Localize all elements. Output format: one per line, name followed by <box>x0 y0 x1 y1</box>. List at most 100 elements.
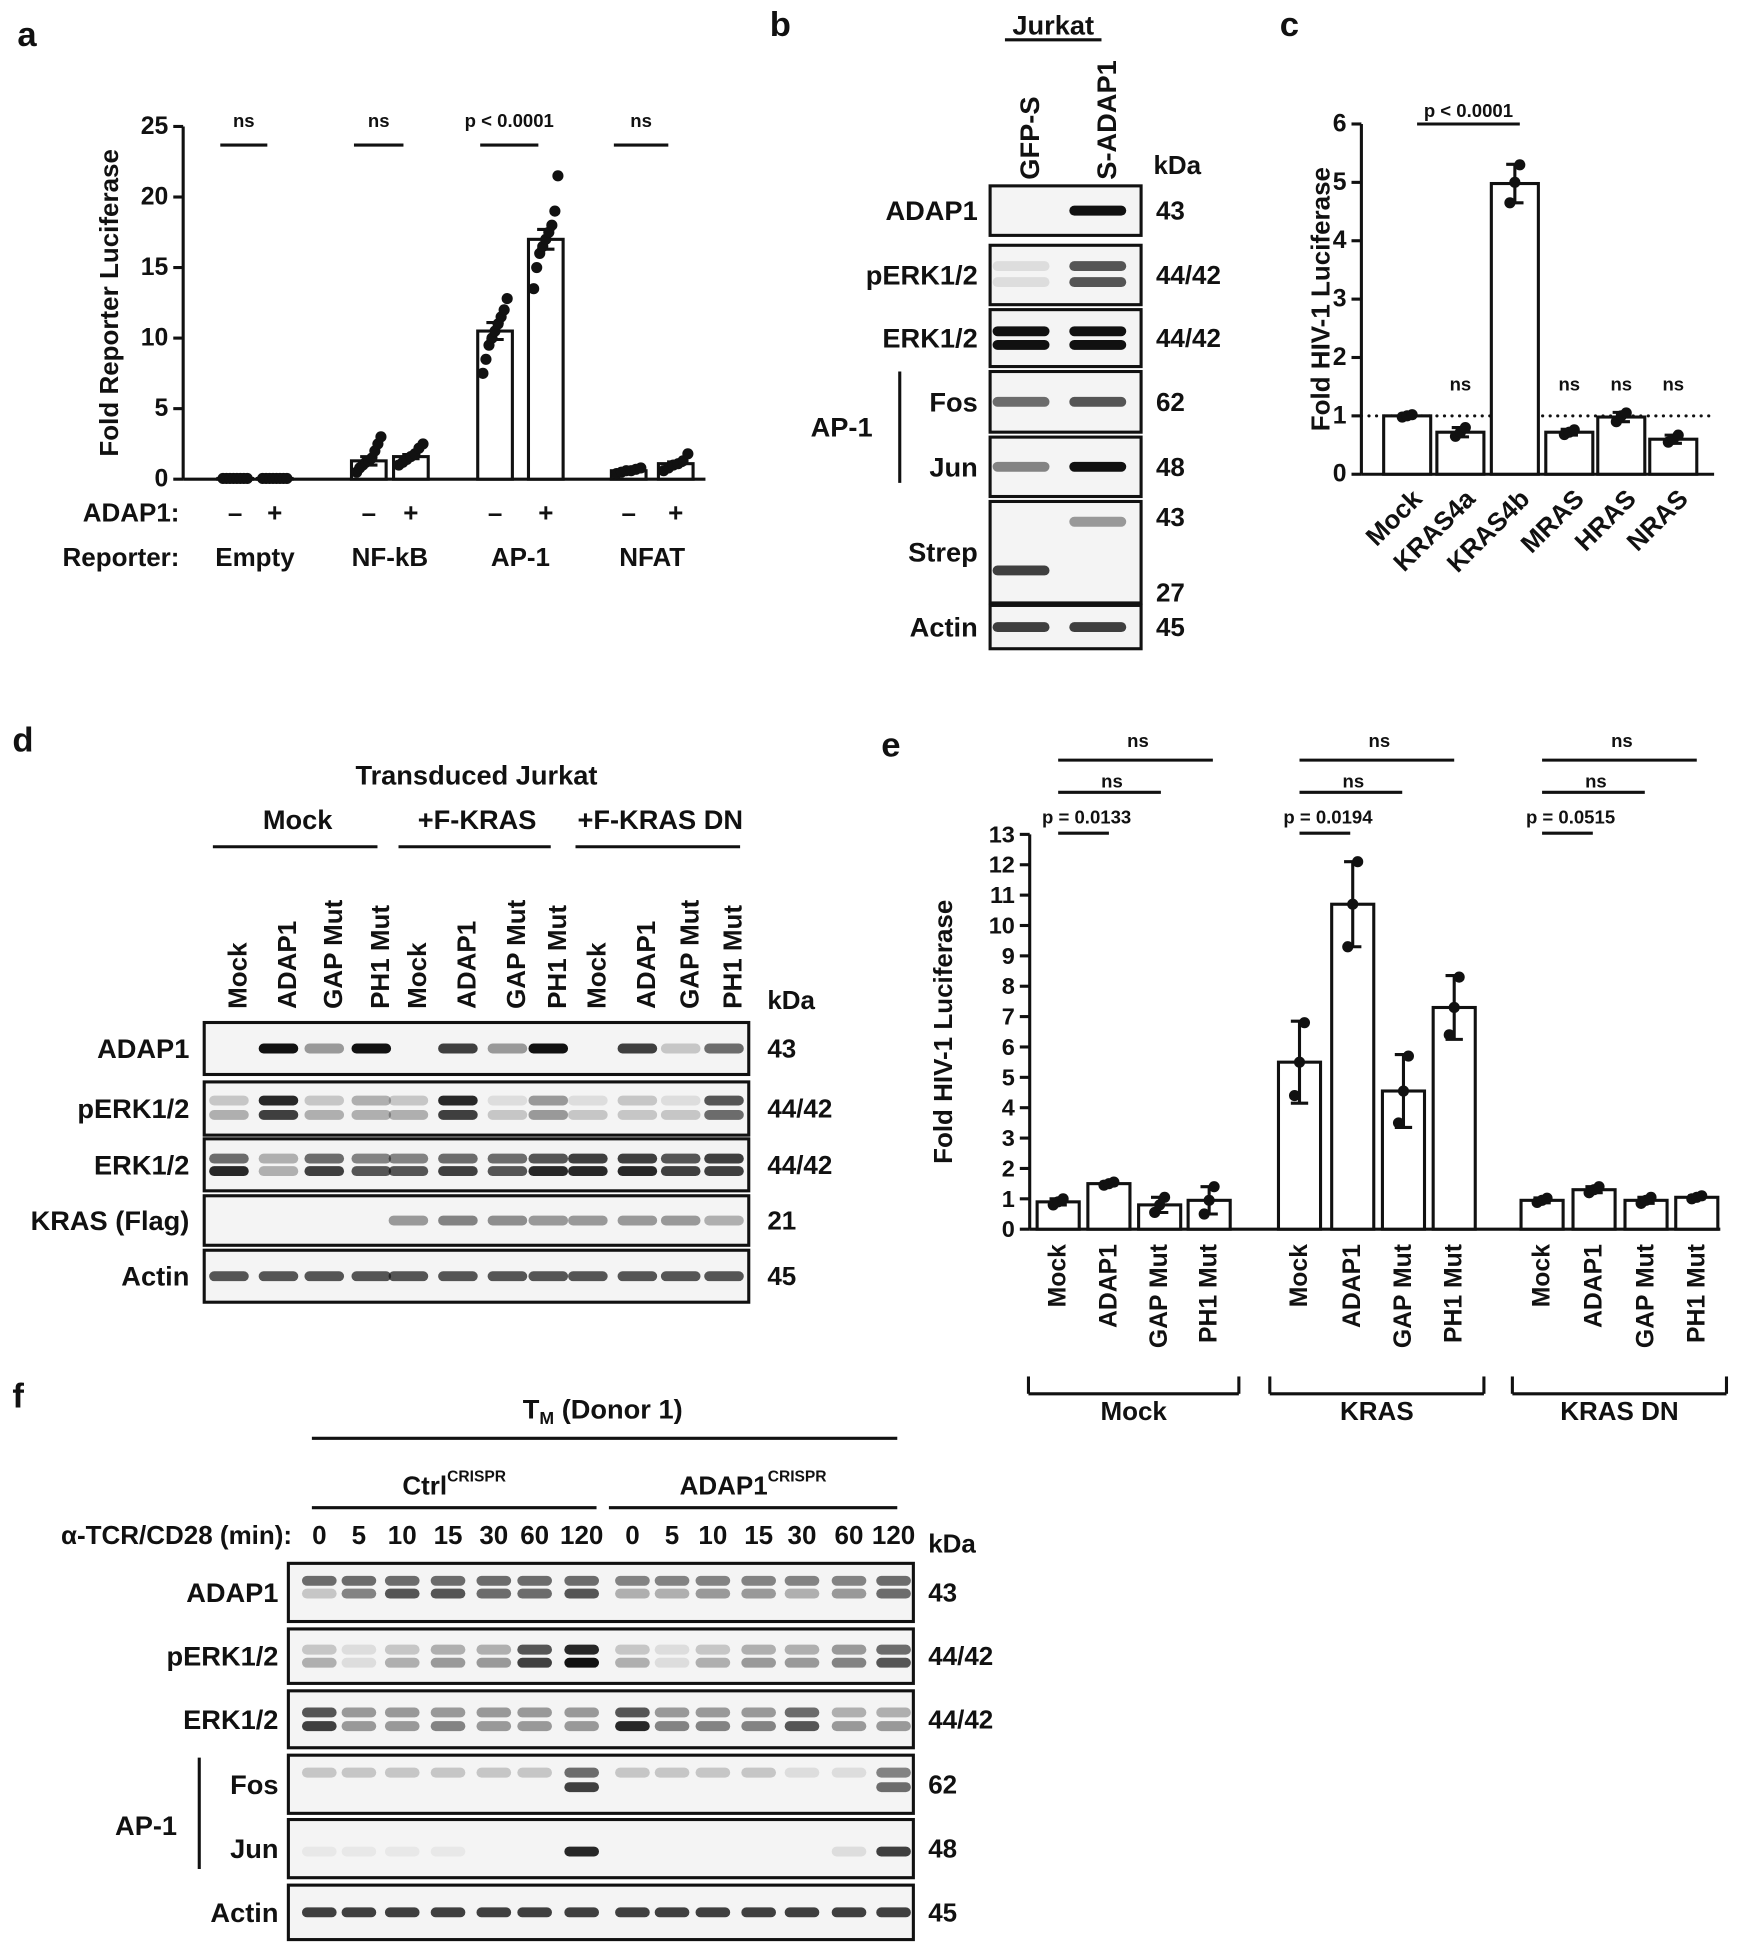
band <box>341 1657 377 1668</box>
band <box>654 1767 690 1778</box>
significance-label: ns <box>1558 373 1580 394</box>
band <box>741 1575 776 1586</box>
band <box>351 1095 392 1106</box>
band <box>430 1767 466 1778</box>
bracket-label: AP-1 <box>115 1810 177 1841</box>
blot-frame <box>202 1137 751 1193</box>
band <box>992 622 1050 633</box>
data-point <box>281 472 293 485</box>
panel-label: a <box>17 16 37 54</box>
kda-label: 44/42 <box>767 1150 832 1180</box>
band <box>564 1907 600 1918</box>
x-tick-label: – <box>228 498 242 528</box>
band <box>476 1767 512 1778</box>
y-tick-label: 6 <box>1333 110 1347 137</box>
band <box>1069 516 1127 527</box>
significance-label: ns <box>1369 730 1391 751</box>
band <box>388 1109 429 1120</box>
band <box>992 396 1050 407</box>
significance-label: p = 0.0133 <box>1042 807 1131 828</box>
y-tick-label: 12 <box>989 852 1015 878</box>
band <box>876 1721 911 1732</box>
data-point <box>1593 1181 1605 1193</box>
band <box>430 1644 466 1655</box>
group-label-part: ADAP1 <box>680 1470 768 1500</box>
x-tick-label: – <box>621 498 635 528</box>
data-point <box>1397 1085 1410 1097</box>
y-tick-label: 7 <box>1002 1004 1015 1030</box>
band <box>615 1644 650 1655</box>
y-tick-label: 4 <box>1333 227 1347 254</box>
band <box>301 1721 337 1732</box>
band <box>876 1575 911 1586</box>
y-tick-label: 0 <box>1333 461 1347 488</box>
band <box>564 1721 600 1732</box>
band <box>564 1657 600 1668</box>
data-point <box>1672 429 1684 441</box>
x-tick-label: + <box>668 498 683 528</box>
kda-label: 48 <box>1156 452 1185 482</box>
lane-label: Mock <box>223 942 253 1009</box>
band <box>876 1657 911 1668</box>
band <box>992 277 1050 288</box>
band <box>341 1575 377 1586</box>
lane-label: Mock <box>582 942 612 1009</box>
band <box>704 1095 744 1106</box>
blot-title-part: T <box>523 1393 540 1424</box>
band <box>876 1767 911 1778</box>
band <box>487 1109 528 1120</box>
y-tick-label: 10 <box>989 912 1015 938</box>
band <box>831 1907 867 1918</box>
lane-label: PH1 Mut <box>718 905 748 1009</box>
band <box>304 1095 345 1106</box>
row-label: Reporter: <box>63 542 180 572</box>
kda-label: 45 <box>767 1261 796 1291</box>
lane-label: 5 <box>352 1520 366 1550</box>
x-tick-label: ADAP1 <box>1339 1244 1366 1328</box>
y-tick-label: 0 <box>1002 1216 1015 1242</box>
x-tick-label: Mock <box>1529 1244 1556 1308</box>
band <box>568 1153 608 1164</box>
band <box>528 1271 569 1282</box>
lane-label: 60 <box>835 1520 864 1550</box>
bar <box>1431 1005 1477 1231</box>
band <box>388 1215 429 1226</box>
group-label: NFAT <box>619 542 685 572</box>
band <box>617 1109 658 1120</box>
band <box>258 1043 299 1054</box>
band <box>301 1644 337 1655</box>
kda-label: 43 <box>1156 196 1185 226</box>
band <box>301 1657 337 1668</box>
band <box>304 1166 345 1177</box>
bar <box>1571 1188 1617 1231</box>
band <box>695 1588 731 1599</box>
bar <box>476 329 514 481</box>
band <box>568 1166 608 1177</box>
band <box>351 1271 392 1282</box>
blot-frame <box>202 1080 751 1137</box>
band <box>476 1721 512 1732</box>
data-point <box>480 353 492 365</box>
data-point <box>1342 941 1354 953</box>
band <box>430 1907 466 1918</box>
group-label-part: CRISPR <box>447 1468 506 1485</box>
kda-label: 44/42 <box>928 1641 993 1671</box>
data-point <box>1696 1190 1708 1202</box>
kda-label: 45 <box>1156 612 1185 642</box>
x-tick-label: MRAS <box>1514 483 1589 558</box>
blot-frame <box>286 1627 915 1685</box>
band <box>517 1907 552 1918</box>
row-label: Actin <box>121 1261 189 1292</box>
band <box>660 1095 701 1106</box>
y-tick-label: 15 <box>141 254 169 281</box>
blot-frame <box>988 499 1143 605</box>
band <box>438 1109 478 1120</box>
band <box>876 1588 911 1599</box>
group-label: KRAS <box>1340 1396 1414 1426</box>
band <box>388 1271 429 1282</box>
band <box>660 1271 701 1282</box>
band <box>384 1767 420 1778</box>
y-axis-label: Fold Reporter Luciferase <box>94 149 124 457</box>
band <box>341 1767 377 1778</box>
band <box>430 1707 466 1718</box>
